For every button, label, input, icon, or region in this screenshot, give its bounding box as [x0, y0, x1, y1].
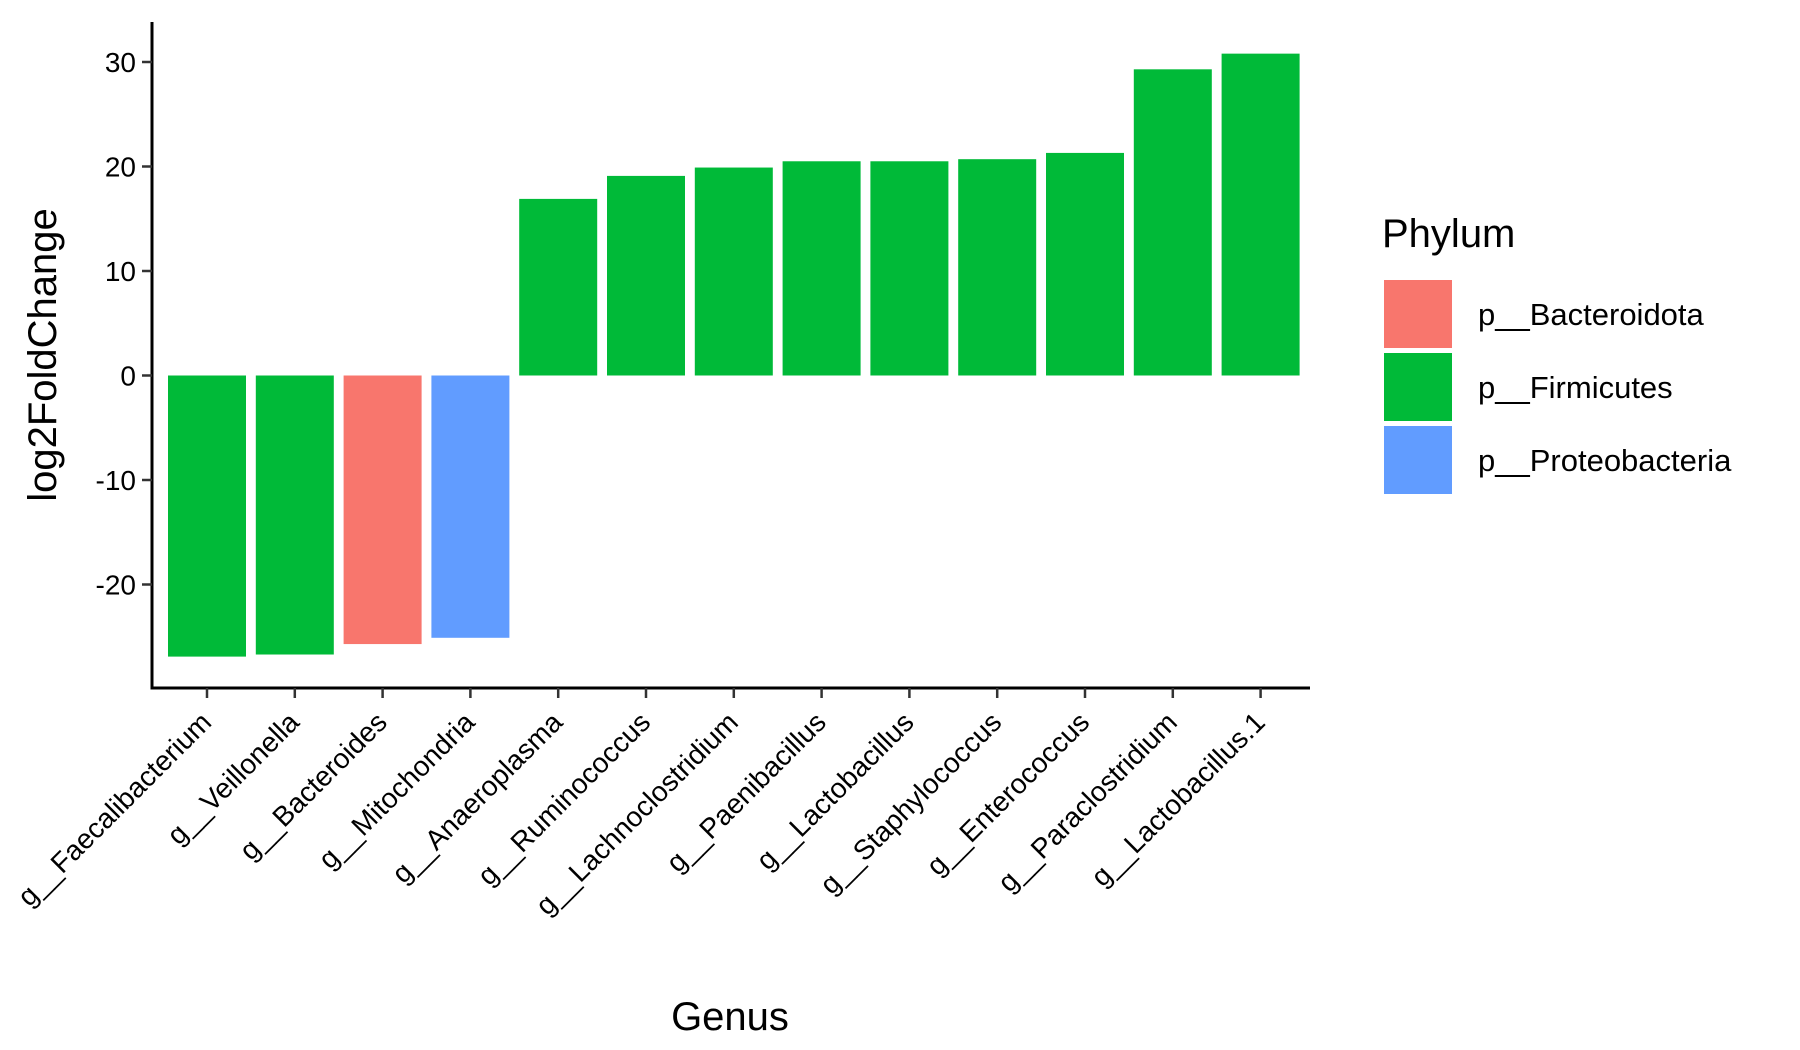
legend-label: p__Bacteroidota — [1478, 297, 1705, 332]
bar-g-lachnoclostridium — [694, 167, 773, 376]
y-tick-label: 10 — [105, 256, 136, 287]
x-tick-label: g__Enterococcus — [920, 706, 1095, 881]
bar-g-paraclostridium — [1133, 69, 1212, 376]
bar-g-enterococcus — [1046, 152, 1124, 376]
legend-swatch — [1384, 280, 1452, 348]
x-tick-label: g__Lactobacillus.1 — [1085, 706, 1271, 892]
bar-g-mitochondria — [431, 375, 510, 638]
x-tick-label: g__Paenibacillus — [660, 706, 832, 878]
legend-title: Phylum — [1382, 212, 1515, 256]
y-tick-label: 30 — [105, 47, 136, 78]
legend-label: p__Firmicutes — [1478, 370, 1673, 405]
bar-g-anaeroplasma — [519, 198, 598, 376]
bar-g-veillonella — [255, 375, 334, 655]
x-tick-label: g__Bacteroides — [233, 706, 393, 866]
legend-swatch — [1384, 353, 1452, 421]
legend-label: p__Proteobacteria — [1478, 443, 1732, 478]
legend-swatch — [1384, 426, 1452, 494]
y-tick-label: 0 — [120, 361, 136, 392]
y-axis: -20 -10 0 10 20 30 — [96, 22, 154, 690]
bar-g-staphylococcus — [958, 159, 1037, 376]
x-tick-label: g__Anaeroplasma — [386, 706, 569, 889]
bar-g-lactobacillus-1 — [1221, 53, 1300, 376]
x-axis-title: Genus — [671, 995, 789, 1039]
x-tick-label: g__Lactobacillus — [750, 706, 919, 875]
y-axis-title: log2FoldChange — [21, 208, 65, 502]
bar-g-bacteroides — [343, 375, 422, 645]
bar-g-paenibacillus — [782, 161, 861, 376]
bars-group — [168, 53, 1300, 657]
y-tick-label: 20 — [105, 152, 136, 183]
legend: Phylum p__Bacteroidota p__Firmicutes p__Pr… — [1382, 212, 1732, 494]
y-tick-label: -20 — [96, 570, 136, 601]
x-tick-label: g__Mitochondria — [312, 706, 481, 875]
bar-g-lactobacillus — [870, 161, 949, 376]
x-axis: g__Faecalibacteriumg__Veillonellag__Bact… — [12, 686, 1310, 921]
bar-g-ruminococcus — [607, 175, 685, 376]
bar-g-faecalibacterium — [168, 375, 246, 657]
y-tick-label: -10 — [96, 465, 136, 496]
